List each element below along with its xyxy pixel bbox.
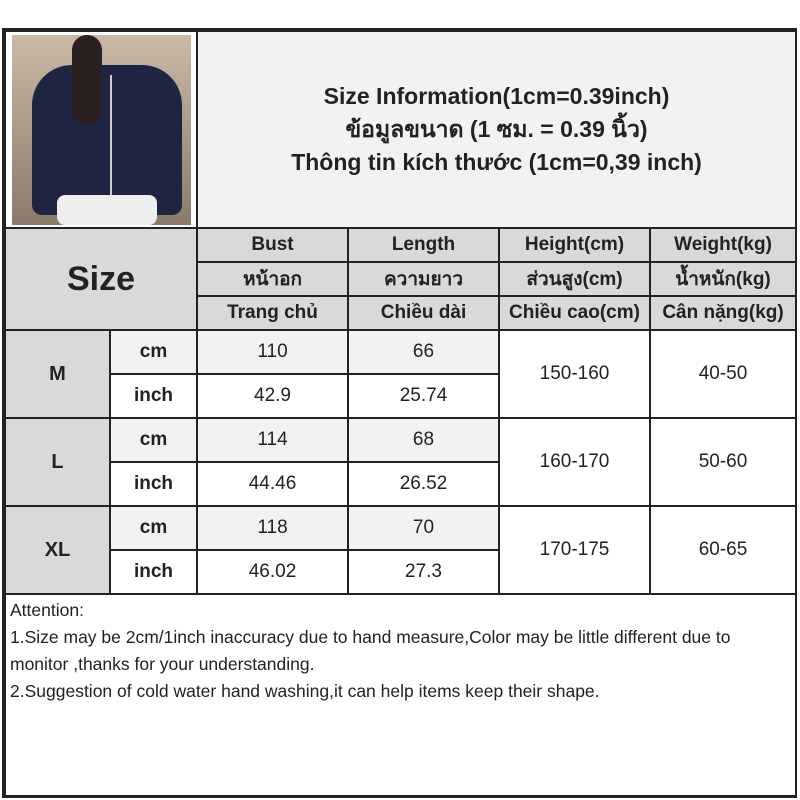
size-label: L [4,417,111,507]
title-block: Size Information(1cm=0.39inch) ข้อมูลขนา… [195,30,798,229]
col-bust-th: หน้าอก [196,261,349,297]
product-photo-icon [11,34,191,225]
size-header: Size [4,227,198,331]
weight-range: 60-65 [648,505,798,595]
size-table: Size Information(1cm=0.39inch) ข้อมูลขนา… [3,30,798,797]
col-bust-vi: Trang chủ [196,295,349,331]
weight-range: 40-50 [648,329,798,419]
height-range: 170-175 [498,505,651,595]
bust-inch: 44.46 [196,461,349,507]
col-weight-vi: Cân nặng(kg) [648,295,798,331]
length-inch: 27.3 [347,549,500,595]
title-en: Size Information(1cm=0.39inch) [323,83,670,109]
col-length-en: Length [347,227,500,263]
length-cm: 68 [347,417,500,463]
col-length-vi: Chiều dài [347,295,500,331]
unit-inch: inch [109,461,198,507]
length-cm: 70 [347,505,500,551]
unit-cm: cm [109,505,198,551]
bust-inch: 42.9 [196,373,349,419]
attention-heading: Attention: [10,600,84,620]
col-weight-en: Weight(kg) [648,227,798,263]
bust-inch: 46.02 [196,549,349,595]
bust-cm: 114 [196,417,349,463]
unit-inch: inch [109,549,198,595]
bust-cm: 118 [196,505,349,551]
length-cm: 66 [347,329,500,375]
col-height-en: Height(cm) [498,227,651,263]
attention-notes: Attention: 1.Size may be 2cm/1inch inacc… [3,593,798,797]
col-bust-en: Bust [196,227,349,263]
attention-note-1: 1.Size may be 2cm/1inch inaccuracy due t… [10,627,731,674]
product-photo [4,30,198,229]
col-length-th: ความยาว [347,261,500,297]
length-inch: 26.52 [347,461,500,507]
length-inch: 25.74 [347,373,500,419]
col-height-th: ส่วนสูง(cm) [498,261,651,297]
attention-note-2: 2.Suggestion of cold water hand washing,… [10,681,600,701]
title-th: ข้อมูลขนาด (1 ซม. = 0.39 นิ้ว) [345,116,648,142]
title-vi: Thông tin kích thước (1cm=0,39 inch) [291,149,702,175]
size-label: XL [4,505,111,595]
size-label: M [4,329,111,419]
unit-inch: inch [109,373,198,419]
unit-cm: cm [109,417,198,463]
col-weight-th: น้ำหนัก(kg) [648,261,798,297]
size-chart: Size Information(1cm=0.39inch) ข้อมูลขนา… [2,28,798,798]
bust-cm: 110 [196,329,349,375]
unit-cm: cm [109,329,198,375]
weight-range: 50-60 [648,417,798,507]
height-range: 160-170 [498,417,651,507]
col-height-vi: Chiều cao(cm) [498,295,651,331]
height-range: 150-160 [498,329,651,419]
